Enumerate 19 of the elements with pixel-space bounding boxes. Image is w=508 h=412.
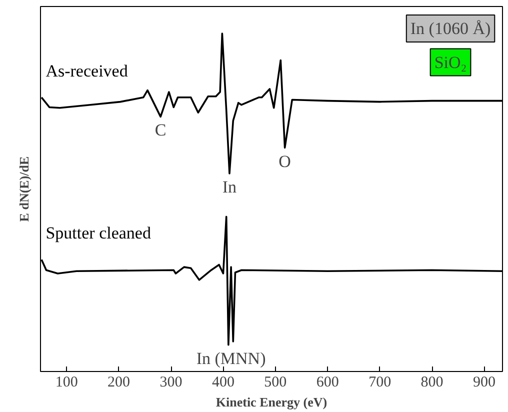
x-axis-title: Kinetic Energy (eV) <box>216 394 328 410</box>
y-axis-title: E dN(E)/dE <box>16 156 32 222</box>
annotation: In (MNN) <box>196 348 266 368</box>
x-tick-label: 600 <box>316 374 339 390</box>
x-tick-label: 300 <box>160 374 182 390</box>
x-tick-label: 500 <box>264 374 287 390</box>
annotation: O <box>278 152 291 171</box>
x-tick-label: 400 <box>212 374 234 390</box>
annotation: C <box>154 120 166 140</box>
x-tick-label: 900 <box>472 374 496 390</box>
x-tick-label: 100 <box>55 374 78 390</box>
series-label: Sputter cleaned <box>46 224 152 243</box>
annotation: In (1060 Å) <box>410 18 491 38</box>
x-tick-label: 200 <box>108 374 130 390</box>
x-tick-label: 700 <box>368 374 392 390</box>
annotation: SiO₂ <box>434 52 467 72</box>
x-tick-label: 800 <box>420 374 444 390</box>
annotation: In <box>222 177 238 196</box>
series-label: As-received <box>46 62 128 81</box>
